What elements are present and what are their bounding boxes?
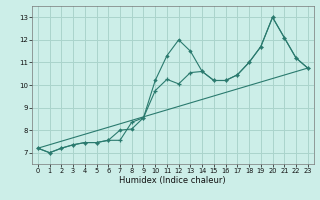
- X-axis label: Humidex (Indice chaleur): Humidex (Indice chaleur): [119, 176, 226, 185]
